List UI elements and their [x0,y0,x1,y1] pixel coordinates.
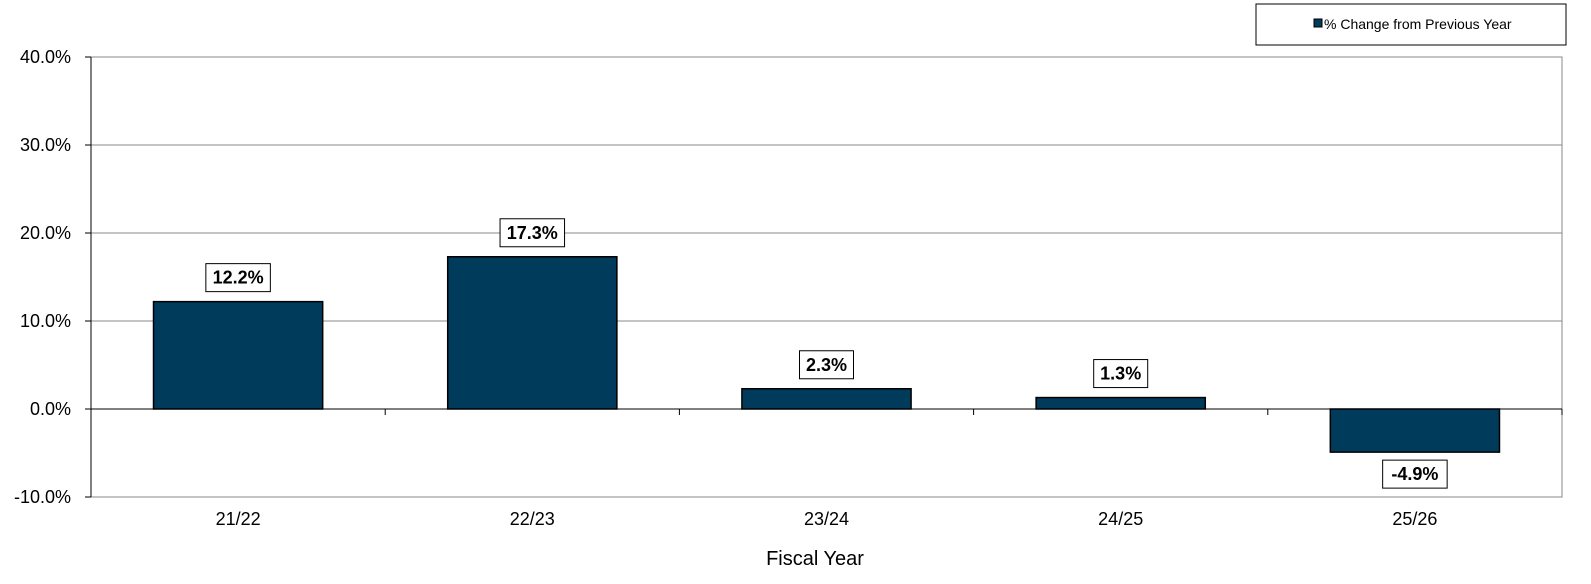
data-label-box [1382,459,1448,489]
y-tick-label: -10.0% [14,487,71,507]
data-label-text: 12.2% [213,268,264,288]
legend-frame [1255,3,1567,46]
data-label: 12.2% [205,263,271,293]
y-tick-label: 30.0% [20,135,71,155]
data-label-text: -4.9% [1391,464,1438,484]
y-tick-label: 0.0% [30,399,71,419]
data-label: 17.3% [499,218,566,248]
data-label-box [1093,359,1149,389]
bar [152,300,324,410]
x-axis-title: Fiscal Year [766,548,864,570]
data-label-text: 1.3% [1100,364,1141,384]
bars [152,256,1501,453]
data-label-text: 17.3% [507,223,558,243]
data-label: 1.3% [1093,359,1149,389]
bar [741,388,912,410]
y-tick-label: 20.0% [20,223,71,243]
y-tick-label: 40.0% [20,47,71,67]
data-label-box [205,263,271,293]
legend: % Change from Previous Year [1255,3,1567,46]
x-tick-label: 24/25 [1098,509,1143,529]
bar [1035,396,1207,410]
axes: -10.0% 0.0% 10.0% 20.0% 30.0% 40.0% 21/22 22/23… [14,47,1563,529]
bar [446,256,618,410]
x-tick-label: 21/22 [216,509,261,529]
x-tick-label: 22/23 [510,509,555,529]
data-label: -4.9% [1382,459,1448,489]
bar [1329,408,1501,453]
data-label: 2.3% [799,350,854,380]
legend-label: % Change from Previous Year [1324,16,1512,32]
data-label-box [499,218,566,248]
x-tick-label: 23/24 [804,509,849,529]
legend-swatch [1313,18,1323,28]
x-tick-label: 25/26 [1392,509,1437,529]
data-labels: 12.2% 17.3% 2.3% 1.3% -4.9% [205,218,1448,489]
data-label-box [799,350,854,380]
data-label-text: 2.3% [806,355,847,375]
y-tick-label: 10.0% [20,311,71,331]
